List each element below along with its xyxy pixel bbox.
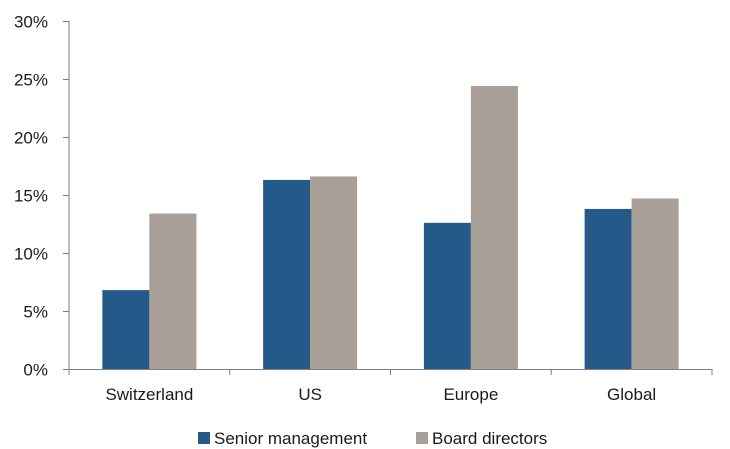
y-tick-label: 10% — [14, 245, 48, 264]
legend-label-board-directors: Board directors — [432, 429, 547, 448]
legend-swatch-board-directors — [416, 432, 428, 444]
x-tick-label: US — [298, 385, 322, 404]
x-axis: Switzerland US Europe Global — [68, 369, 713, 404]
x-tick-label: Europe — [443, 385, 498, 404]
legend-label-senior-management: Senior management — [214, 429, 367, 448]
bar-senior-management-switzerland — [102, 290, 150, 369]
bar-board-directors-europe — [470, 85, 518, 370]
y-tick-label: 30% — [14, 13, 48, 32]
y-tick-label: 5% — [23, 303, 48, 322]
bar-senior-management-global — [584, 208, 632, 369]
bar-senior-management-us — [263, 179, 311, 369]
bar-senior-management-europe — [423, 222, 471, 369]
legend-swatch-senior-management — [198, 432, 210, 444]
y-tick-label: 15% — [14, 187, 48, 206]
x-tick-label: Global — [607, 385, 656, 404]
y-axis: 0% 5% 10% 15% 20% 25% 30% — [14, 13, 70, 380]
y-tick-label: 20% — [14, 129, 48, 148]
legend: Senior management Board directors — [198, 429, 547, 448]
bar-board-directors-us — [310, 176, 358, 369]
bar-board-directors-switzerland — [149, 213, 197, 369]
y-tick-label: 25% — [14, 71, 48, 90]
x-tick-label: Switzerland — [105, 385, 193, 404]
bars — [102, 85, 679, 370]
bar-board-directors-global — [631, 198, 679, 369]
y-tick-label: 0% — [23, 361, 48, 380]
